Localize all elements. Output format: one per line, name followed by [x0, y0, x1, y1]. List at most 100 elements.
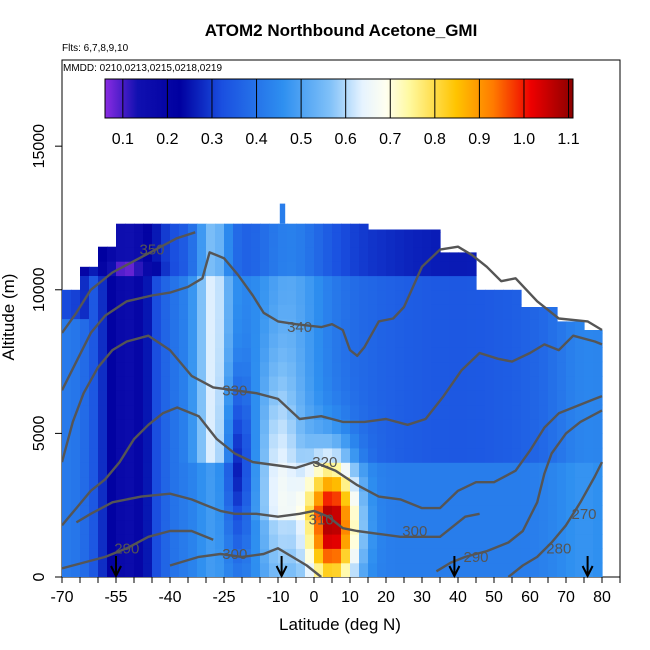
heatmap-cell — [107, 519, 117, 535]
heatmap-cell — [368, 548, 378, 564]
heatmap-cell — [251, 332, 261, 348]
heatmap-cell — [188, 490, 198, 506]
heatmap-cell — [134, 476, 144, 492]
heatmap-cell — [593, 562, 603, 577]
heatmap-cell — [494, 562, 504, 577]
heatmap-cell — [98, 261, 108, 277]
heatmap-cell — [323, 232, 333, 248]
heatmap-cell — [296, 261, 306, 277]
heatmap-cell — [134, 304, 144, 320]
heatmap-cell — [512, 519, 522, 535]
heatmap-cell — [179, 390, 189, 406]
heatmap-cell — [386, 548, 396, 564]
heatmap-cell — [332, 533, 342, 549]
heatmap-cell — [296, 347, 306, 363]
heatmap-cell — [224, 390, 234, 406]
heatmap-cell — [62, 505, 72, 521]
heatmap-cell — [449, 275, 459, 291]
heatmap-cell — [143, 361, 153, 377]
heatmap-cell — [584, 433, 594, 449]
heatmap-cell — [359, 476, 369, 492]
heatmap-cell — [422, 447, 432, 463]
heatmap-cell — [458, 533, 468, 549]
heatmap-cell — [314, 246, 324, 262]
heatmap-cell — [242, 476, 252, 492]
heatmap-cell — [251, 462, 261, 478]
colorbar-tick-label: 1.0 — [513, 131, 535, 148]
heatmap-cell — [134, 548, 144, 564]
heatmap-cell — [368, 447, 378, 463]
heatmap-cell — [332, 223, 342, 233]
heatmap-cell — [539, 390, 549, 406]
heatmap-cell — [215, 275, 225, 291]
heatmap-cell — [242, 232, 252, 248]
heatmap-cell — [395, 462, 405, 478]
heatmap-cell — [278, 462, 288, 478]
heatmap-cell — [458, 490, 468, 506]
heatmap-cell — [377, 361, 387, 377]
heatmap-cell — [386, 404, 396, 420]
heatmap-cell — [314, 390, 324, 406]
heatmap-cell — [458, 548, 468, 564]
heatmap-cell — [521, 318, 531, 334]
heatmap-cell — [476, 304, 486, 320]
heatmap-cell — [404, 519, 414, 535]
heatmap-cell — [422, 332, 432, 348]
heatmap-cell — [566, 332, 576, 348]
heatmap-cell — [116, 232, 126, 248]
heatmap-cell — [323, 476, 333, 492]
heatmap-cell — [296, 232, 306, 248]
heatmap-cell — [530, 476, 540, 492]
heatmap-cell — [296, 462, 306, 478]
heatmap-cell — [215, 519, 225, 535]
heatmap-cell — [467, 419, 477, 434]
heatmap-cell — [242, 419, 252, 434]
heatmap-cell — [62, 332, 72, 348]
heatmap-cell — [539, 533, 549, 549]
heatmap-cell — [224, 361, 234, 377]
heatmap-cell — [431, 347, 441, 363]
heatmap-cell — [152, 232, 162, 248]
heatmap-cell — [512, 447, 522, 463]
heatmap-cell — [548, 476, 558, 492]
heatmap-cell — [134, 332, 144, 348]
heatmap-cell — [251, 390, 261, 406]
heatmap-cell — [557, 476, 567, 492]
heatmap-cell — [413, 404, 423, 420]
heatmap-cell — [422, 519, 432, 535]
heatmap-cell — [305, 476, 315, 492]
heatmap-cell — [296, 361, 306, 377]
heatmap-cell — [125, 433, 135, 449]
heatmap-cell — [440, 361, 450, 377]
heatmap-cell — [566, 419, 576, 434]
heatmap-cell — [350, 332, 360, 348]
heatmap-cell — [161, 347, 171, 363]
heatmap-cell — [251, 562, 261, 577]
heatmap-cell — [521, 562, 531, 577]
x-tick-label: -10 — [266, 589, 289, 606]
heatmap-cell — [62, 419, 72, 434]
heatmap-cell — [440, 404, 450, 420]
x-tick-label: -55 — [104, 589, 127, 606]
heatmap-cell — [485, 519, 495, 535]
heatmap-cell — [350, 490, 360, 506]
heatmap-cell — [404, 275, 414, 291]
heatmap-cell — [395, 261, 405, 277]
heatmap-cell — [467, 261, 477, 277]
contour-label: 350 — [139, 242, 164, 259]
heatmap-cell — [161, 562, 171, 577]
heatmap-cell — [503, 419, 513, 434]
heatmap-cell — [143, 275, 153, 291]
heatmap-cell — [566, 321, 576, 334]
heatmap-cell — [161, 318, 171, 334]
heatmap-cell — [575, 533, 585, 549]
heatmap-cell — [440, 419, 450, 434]
heatmap-cell — [242, 318, 252, 334]
heatmap-cell — [314, 304, 324, 320]
heatmap-cell — [152, 505, 162, 521]
heatmap-cell — [224, 223, 234, 233]
heatmap-cell — [152, 533, 162, 549]
heatmap-cell — [359, 304, 369, 320]
heatmap-cell — [143, 223, 153, 233]
heatmap-cell — [494, 419, 504, 434]
